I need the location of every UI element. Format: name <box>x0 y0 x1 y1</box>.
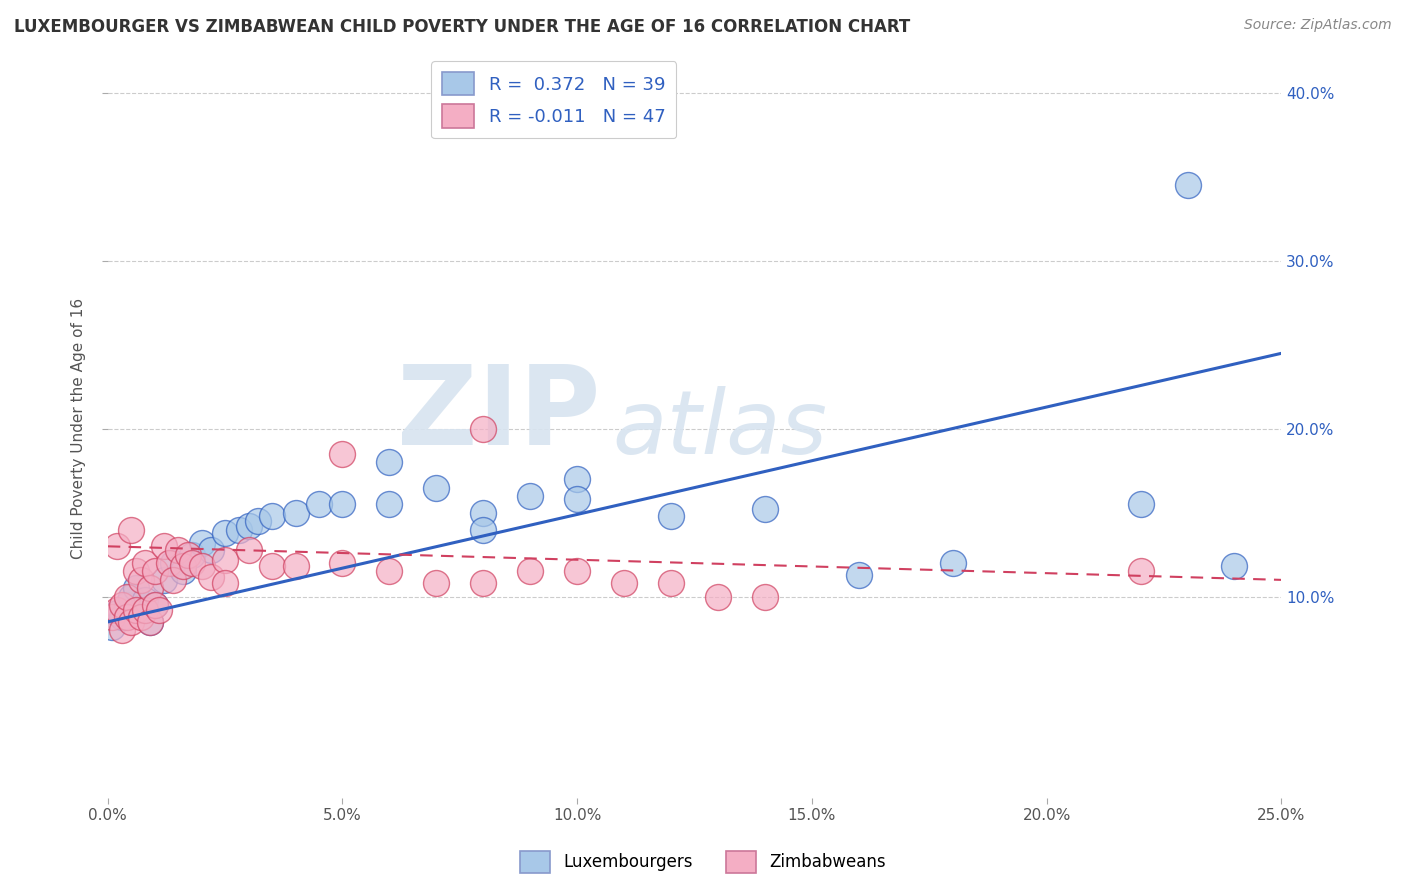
Point <box>1129 565 1152 579</box>
Text: LUXEMBOURGER VS ZIMBABWEAN CHILD POVERTY UNDER THE AGE OF 16 CORRELATION CHART: LUXEMBOURGER VS ZIMBABWEAN CHILD POVERTY… <box>14 18 910 36</box>
Point <box>848 567 870 582</box>
Point <box>105 607 128 621</box>
Point <box>139 615 162 629</box>
Point <box>262 509 284 524</box>
Point <box>472 422 495 436</box>
Point <box>246 514 269 528</box>
Point <box>111 624 134 638</box>
Legend: Luxembourgers, Zimbabweans: Luxembourgers, Zimbabweans <box>513 845 893 880</box>
Point <box>181 548 204 562</box>
Point <box>200 569 222 583</box>
Text: ZIP: ZIP <box>398 360 600 467</box>
Point <box>120 590 142 604</box>
Point <box>181 556 204 570</box>
Legend: R =  0.372   N = 39, R = -0.011   N = 47: R = 0.372 N = 39, R = -0.011 N = 47 <box>432 62 676 138</box>
Point <box>134 603 156 617</box>
Point <box>308 497 330 511</box>
Point <box>238 542 260 557</box>
Point <box>472 506 495 520</box>
Point <box>284 559 307 574</box>
Point <box>101 620 124 634</box>
Point <box>148 603 170 617</box>
Point <box>200 542 222 557</box>
Point <box>754 590 776 604</box>
Point <box>162 573 184 587</box>
Point <box>472 576 495 591</box>
Point <box>129 609 152 624</box>
Point <box>472 523 495 537</box>
Point <box>707 590 730 604</box>
Point <box>120 615 142 629</box>
Point <box>425 481 447 495</box>
Point <box>125 581 148 595</box>
Point <box>332 556 354 570</box>
Text: Source: ZipAtlas.com: Source: ZipAtlas.com <box>1244 18 1392 32</box>
Point <box>214 553 236 567</box>
Point <box>190 536 212 550</box>
Point <box>332 447 354 461</box>
Point <box>214 525 236 540</box>
Point <box>162 556 184 570</box>
Point <box>125 603 148 617</box>
Point <box>105 603 128 617</box>
Point <box>228 523 250 537</box>
Point <box>157 556 180 570</box>
Point <box>754 502 776 516</box>
Point <box>120 523 142 537</box>
Point <box>172 559 194 574</box>
Point <box>1223 559 1246 574</box>
Point <box>139 615 162 629</box>
Point <box>111 598 134 612</box>
Y-axis label: Child Poverty Under the Age of 16: Child Poverty Under the Age of 16 <box>72 298 86 559</box>
Point <box>262 559 284 574</box>
Point <box>143 598 166 612</box>
Point <box>129 603 152 617</box>
Point <box>139 581 162 595</box>
Point <box>567 565 589 579</box>
Point <box>1177 178 1199 193</box>
Point <box>1129 497 1152 511</box>
Point <box>378 455 401 469</box>
Point <box>115 590 138 604</box>
Point <box>659 576 682 591</box>
Point <box>238 519 260 533</box>
Point <box>167 542 190 557</box>
Point <box>153 573 176 587</box>
Point <box>129 573 152 587</box>
Point <box>190 559 212 574</box>
Point <box>214 576 236 591</box>
Point <box>519 565 541 579</box>
Point <box>176 548 198 562</box>
Point <box>172 565 194 579</box>
Text: atlas: atlas <box>613 386 827 472</box>
Point <box>143 598 166 612</box>
Point <box>111 609 134 624</box>
Point <box>134 593 156 607</box>
Point <box>613 576 636 591</box>
Point <box>105 539 128 553</box>
Point <box>143 565 166 579</box>
Point <box>115 609 138 624</box>
Point <box>659 509 682 524</box>
Point <box>153 539 176 553</box>
Point <box>134 556 156 570</box>
Point <box>115 598 138 612</box>
Point <box>519 489 541 503</box>
Point <box>332 497 354 511</box>
Point <box>125 565 148 579</box>
Point <box>378 565 401 579</box>
Point <box>942 556 965 570</box>
Point <box>101 609 124 624</box>
Point <box>284 506 307 520</box>
Point <box>425 576 447 591</box>
Point <box>567 492 589 507</box>
Point <box>567 472 589 486</box>
Point <box>378 497 401 511</box>
